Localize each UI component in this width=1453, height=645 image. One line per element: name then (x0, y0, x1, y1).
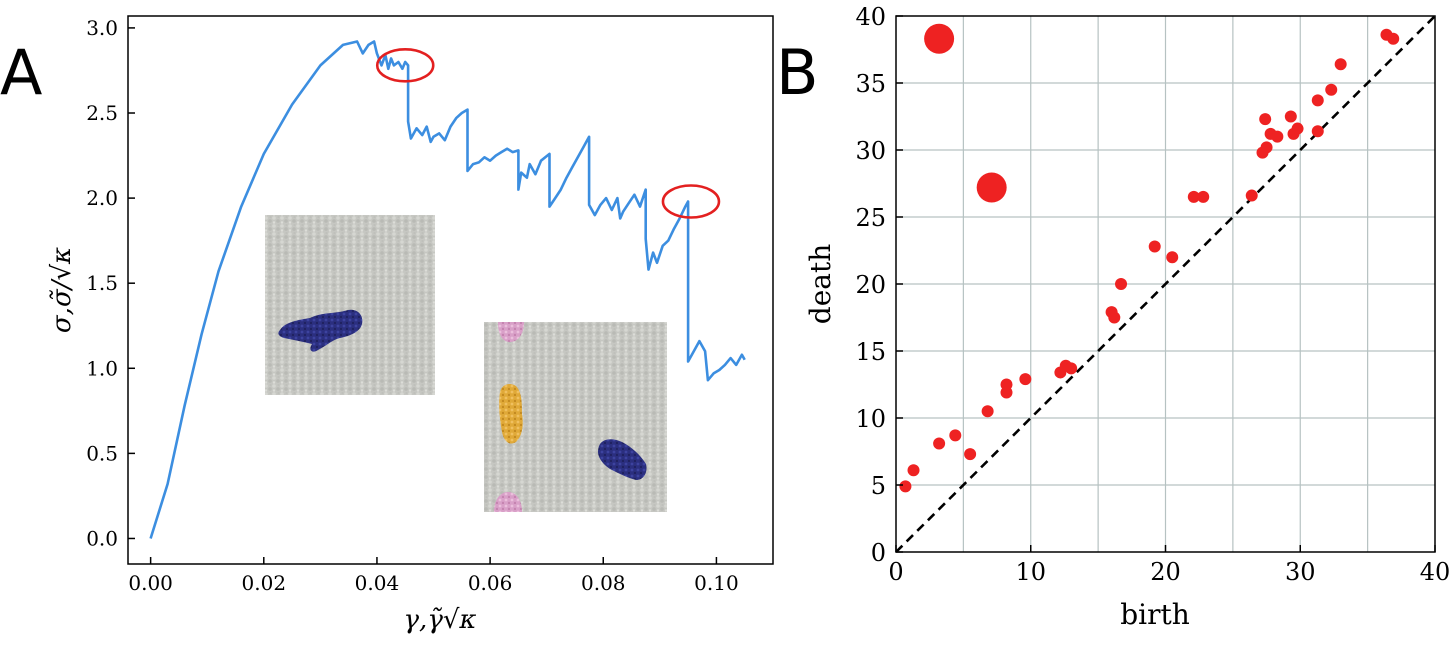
inset-1-blue-cluster (278, 309, 363, 352)
x-tick-label: 0 (888, 558, 903, 586)
panel-b-ticks: 0 10 20 30 40 0 5 10 15 20 25 30 35 40 (855, 3, 1450, 586)
panel-b-grid (896, 16, 1435, 552)
x-tick-label: 0.02 (242, 571, 287, 595)
scatter-point (1259, 113, 1272, 126)
panel-b-chart: 0 10 20 30 40 0 5 10 15 20 25 30 35 40 birth death (804, 3, 1450, 631)
y-tick-label: 3.0 (86, 16, 118, 40)
scatter-point (1311, 125, 1324, 138)
y-tick-label: 0.5 (86, 441, 118, 465)
y-tick-label: 5 (871, 472, 886, 500)
x-tick-label: 30 (1285, 558, 1316, 586)
scatter-point (1311, 94, 1324, 107)
panel-label-b: B (776, 36, 819, 109)
y-tick-label: 2.5 (86, 101, 118, 125)
scatter-point-large (924, 23, 955, 54)
panel-a-chart: 0.00 0.02 0.04 0.06 0.08 0.10 0.0 0.5 1.0 1.5 2.0 2… (47, 15, 774, 635)
highlight-ellipse-2 (661, 184, 721, 219)
x-tick-label: 0.04 (355, 571, 400, 595)
panel-b-points (899, 23, 1400, 493)
y-tick-label: 15 (855, 338, 886, 366)
y-tick-label: 1.0 (86, 356, 118, 380)
panel-a-annotations (375, 48, 721, 219)
y-tick-label: 30 (855, 137, 886, 165)
inset-1 (265, 215, 435, 395)
panel-b-xlabel: birth (1120, 598, 1190, 631)
scatter-point (1166, 251, 1179, 264)
scatter-point (981, 405, 994, 418)
panel-a-frame (127, 15, 774, 565)
stress-strain-line (149, 40, 746, 539)
scatter-point (1260, 141, 1273, 154)
x-tick-label: 0.06 (468, 571, 513, 595)
y-tick-label: 25 (855, 204, 886, 232)
scatter-point (1284, 110, 1297, 123)
y-tick-label: 0.0 (86, 526, 118, 550)
scatter-point (1000, 378, 1013, 391)
x-tick-label: 10 (1015, 558, 1046, 586)
y-tick-label: 1.5 (86, 271, 118, 295)
scatter-point (933, 437, 946, 450)
y-tick-label: 35 (855, 70, 886, 98)
scatter-point (1271, 130, 1284, 143)
y-tick-label: 2.0 (86, 186, 118, 210)
scatter-point (907, 464, 920, 477)
y-tick-label: 0 (871, 539, 886, 567)
panel-a-ylabel: σ,σ̃/√κ (47, 247, 77, 333)
inset-1-background (265, 215, 435, 395)
inset-2-pink-top (498, 322, 524, 342)
inset-2-blue-cluster (598, 439, 647, 480)
x-tick-label: 20 (1150, 558, 1181, 586)
y-tick-label: 40 (855, 3, 886, 31)
inset-2 (484, 322, 667, 512)
x-tick-label: 40 (1420, 558, 1451, 586)
panel-b-ylabel: death (804, 244, 837, 324)
y-tick-label: 20 (855, 271, 886, 299)
scatter-point (1334, 58, 1347, 71)
scatter-point (949, 429, 962, 442)
scatter-point-large (976, 172, 1007, 203)
y-tick-label: 10 (855, 405, 886, 433)
scatter-point (1108, 311, 1121, 324)
scatter-point (1291, 122, 1304, 135)
scatter-point (1325, 83, 1338, 96)
scatter-point (899, 480, 912, 493)
scatter-point (1245, 189, 1258, 202)
scatter-point (1387, 32, 1400, 45)
inset-2-pink-bottom (494, 492, 522, 512)
x-tick-label: 0.00 (128, 571, 173, 595)
scatter-point (1019, 373, 1032, 386)
diagonal-line (895, 15, 1436, 553)
inset-2-orange-cluster (499, 384, 523, 444)
scatter-point (1065, 362, 1078, 375)
scatter-point (964, 448, 977, 461)
scatter-point (1187, 190, 1200, 203)
x-tick-label: 0.10 (694, 571, 739, 595)
highlight-ellipse-1 (375, 48, 435, 83)
panel-label-a: A (0, 36, 42, 109)
panel-a-ticks: 0.00 0.02 0.04 0.06 0.08 0.10 0.0 0.5 1.0 1.5 2.0 2… (86, 16, 738, 595)
x-tick-label: 0.08 (581, 571, 626, 595)
scatter-point (1197, 190, 1210, 203)
panel-a-xlabel: γ,γ̃√κ (404, 605, 477, 635)
scatter-point (1148, 240, 1161, 253)
scatter-point (1115, 278, 1128, 290)
